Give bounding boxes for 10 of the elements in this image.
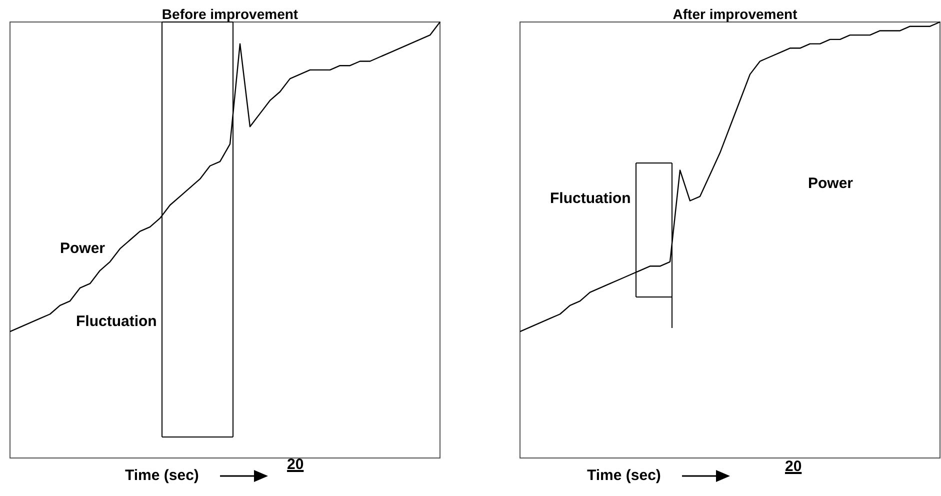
annotation: Fluctuation (550, 190, 631, 207)
x-axis-title: Time (sec) (125, 467, 199, 484)
chart-title: After improvement (672, 6, 798, 22)
annotation: Fluctuation (76, 313, 157, 330)
chart-title: Before improvement (162, 6, 298, 22)
text: 20 (785, 458, 802, 475)
x-axis-title: Time (sec) (587, 467, 661, 484)
annotation: 20 (287, 456, 304, 473)
annotation: Power (808, 175, 854, 192)
annotation: Power (60, 240, 106, 257)
